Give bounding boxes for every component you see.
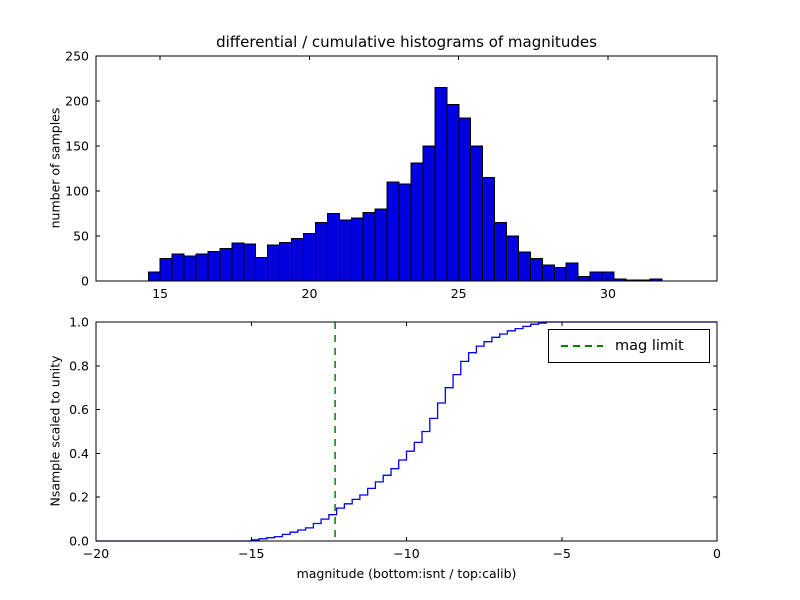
histogram-bar — [589, 271, 603, 282]
y-tick-label: 0.8 — [69, 358, 89, 373]
cumulative-step-line — [96, 321, 717, 542]
y-tick-label: 0.0 — [69, 534, 89, 549]
y-tick-label: 0.4 — [69, 446, 89, 461]
y-tick-label: 150 — [65, 139, 89, 154]
histogram-bar — [350, 217, 364, 282]
y-tick-label: 1.0 — [69, 315, 89, 330]
histogram-bar — [303, 232, 316, 282]
x-tick-label: 20 — [302, 286, 318, 301]
x-tick-label: 30 — [600, 286, 616, 301]
histogram-bar — [422, 145, 436, 282]
histogram-bar — [279, 241, 293, 282]
x-tick-label: −10 — [393, 546, 419, 561]
legend-label: mag limit — [615, 338, 684, 354]
histogram-bar — [291, 238, 304, 282]
histogram-bar — [195, 253, 209, 282]
histogram-bar — [171, 253, 185, 282]
x-tick-label: −20 — [83, 546, 109, 561]
histogram-bar — [147, 271, 161, 282]
differential-histogram: 15 20 25 30 0 50 100 150 200 250 — [65, 49, 718, 301]
x-tick-label: 25 — [451, 286, 467, 301]
histogram-bar — [362, 212, 376, 282]
bottom-x-axis-label: magnitude (bottom:isnt / top:calib) — [296, 566, 517, 581]
x-tick-label: −15 — [238, 546, 264, 561]
y-tick-label: 0.2 — [69, 490, 89, 505]
histogram-bar — [577, 276, 591, 282]
histogram-bar — [517, 251, 531, 282]
histogram-bar — [159, 258, 173, 282]
x-tick-label: −5 — [553, 546, 571, 561]
histogram-bar — [243, 243, 257, 282]
histogram-bar — [314, 222, 328, 282]
histogram-bar — [386, 181, 400, 282]
histogram-bar — [506, 235, 519, 282]
histogram-bar — [398, 183, 412, 282]
x-tick-label: 0 — [713, 546, 721, 561]
legend: mag limit — [548, 329, 710, 363]
y-tick-label: 100 — [65, 184, 89, 199]
cumulative-histogram: −20 −15 −10 −5 0 0.0 0.2 0.4 0.6 0.8 1.0 — [69, 315, 721, 562]
figure-title: differential / cumulative histograms of … — [216, 33, 597, 51]
histogram-bar — [529, 258, 543, 282]
dashed-line-icon — [561, 345, 603, 347]
y-tick-label: 0 — [81, 274, 89, 289]
histogram-bar — [374, 208, 388, 282]
histogram-bar — [565, 262, 579, 282]
histogram-bar — [482, 177, 496, 282]
bottom-y-axis-label: Nsample scaled to unity — [47, 355, 63, 507]
histogram-bar — [434, 87, 448, 282]
axes-spines — [95, 55, 718, 282]
y-tick-label: 250 — [65, 49, 89, 64]
histogram-bar — [541, 264, 555, 282]
x-tick-label: 15 — [152, 286, 168, 301]
histogram-bar — [494, 222, 508, 282]
histogram-bar — [470, 145, 484, 282]
histogram-bar — [410, 162, 424, 282]
histogram-bar — [219, 248, 233, 282]
y-tick-label: 0.6 — [69, 402, 89, 417]
top-y-axis-label: number of samples — [47, 107, 63, 229]
y-tick-label: 50 — [73, 229, 89, 244]
histogram-bar — [446, 104, 460, 282]
histogram-bar — [553, 267, 567, 282]
histogram-bar — [183, 255, 197, 282]
histogram-bar — [207, 250, 221, 282]
histogram-bar — [267, 244, 281, 282]
histogram-bar — [338, 219, 352, 282]
y-tick-label: 200 — [65, 94, 89, 109]
histogram-bar — [326, 213, 340, 282]
histogram-bar — [231, 242, 245, 282]
histogram-bar — [458, 117, 472, 282]
histogram-bar — [255, 257, 269, 282]
